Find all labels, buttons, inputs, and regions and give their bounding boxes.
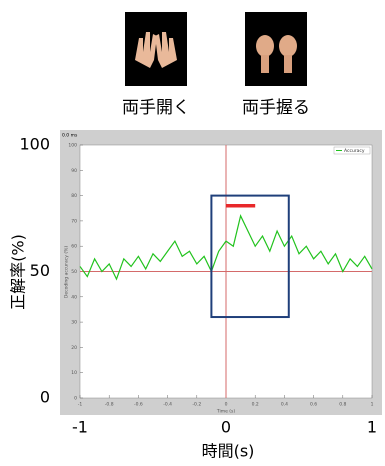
image-label: 両手開く	[122, 98, 190, 118]
x-tick-label: -0.2	[192, 402, 201, 408]
corner-label: 0.0 ms	[62, 133, 78, 139]
y-tick-label: 50	[71, 269, 77, 275]
y-tick-label: 10	[71, 370, 77, 376]
y-tick-label: 0	[74, 396, 77, 402]
x-large-label: -1	[72, 418, 88, 437]
y-large-label: 0	[40, 388, 50, 407]
x-tick-label: -0.6	[134, 402, 143, 408]
x-large-label: 1	[367, 418, 377, 437]
page: 両手開く 両手握る 0.0 ms Time (s) Decoding accur…	[0, 0, 385, 462]
legend-label: Accuracy	[344, 148, 365, 154]
x-tick-label: -1	[78, 402, 83, 408]
inner-x-label: Time (s)	[216, 409, 236, 415]
y-tick-label: 100	[68, 143, 77, 149]
inner-y-label: Decoding accuracy (%)	[64, 246, 70, 298]
image-label: 両手握る	[242, 98, 310, 118]
y-tick-label: 70	[71, 218, 77, 224]
y-tick-label: 90	[71, 168, 77, 174]
x-tick-label: 0.4	[281, 402, 288, 408]
closed-hands-image	[245, 12, 307, 86]
x-tick-label: 0.6	[310, 402, 317, 408]
x-large-label: 0	[221, 418, 231, 437]
y-large-label: 50	[30, 261, 50, 280]
x-tick-label: 1	[371, 402, 374, 408]
y-tick-label: 20	[71, 345, 77, 351]
y-tick-label: 60	[71, 244, 77, 250]
x-tick-label: -0.4	[163, 402, 172, 408]
x-tick-label: 0.2	[252, 402, 259, 408]
x-tick-label: -0.8	[105, 402, 114, 408]
x-tick-label: 0.8	[339, 402, 346, 408]
y-tick-label: 80	[71, 193, 77, 199]
x-tick-label: 0	[225, 402, 228, 408]
y-axis-label: 正解率(%)	[9, 234, 28, 310]
open-hands-image	[125, 12, 187, 86]
y-tick-label: 40	[71, 294, 77, 300]
x-axis-label: 時間(s)	[202, 442, 255, 461]
y-tick-label: 30	[71, 320, 77, 326]
y-large-label: 100	[19, 135, 50, 154]
